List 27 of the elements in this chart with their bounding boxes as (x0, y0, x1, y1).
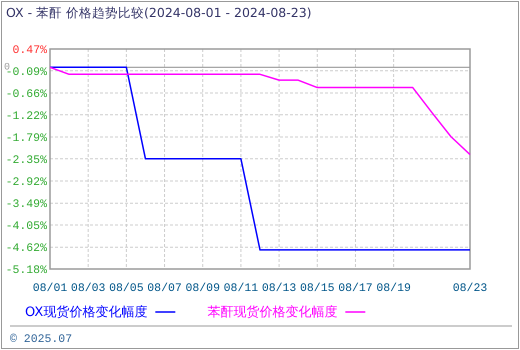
text: © 2025.07 (10, 333, 72, 346)
y-tick-label: -5.18% (6, 264, 48, 277)
x-tick-label: 08/03 (70, 282, 106, 295)
x-tick-label: 08/01 (32, 282, 68, 295)
y-tick-label: -3.49% (6, 198, 48, 212)
y-tick-label: -2.92% (6, 176, 48, 189)
y-tick-label: -4.05% (6, 220, 48, 233)
y-tick-label: -2.35% (6, 154, 48, 167)
x-tick-label: 08/07 (147, 282, 182, 295)
y-tick-label: -1.22% (6, 110, 48, 123)
x-tick-label: 08/09 (185, 282, 220, 295)
line-series (49, 66, 471, 156)
ref-line-label: 0 (4, 62, 10, 74)
x-tick-label: 08/19 (376, 282, 411, 295)
x-tick-label: 08/11 (224, 282, 258, 295)
x-tick-label: 08/17 (338, 282, 373, 295)
x-tick-label: 08/13 (262, 282, 296, 295)
y-tick-label: -1.79% (6, 132, 48, 145)
x-tick-label: 08/15 (300, 282, 335, 295)
chart-title: OX - 苯酐 价格趋势比较(2024-08-01 - 2024-08-23) (6, 5, 312, 20)
x-tick-label: 08/05 (109, 282, 144, 295)
y-tick-label: -0.66% (6, 88, 48, 101)
x-tick-label: 08/23 (452, 282, 488, 295)
legend-label: OX现货价格变化幅度 (25, 304, 148, 320)
y-tick-label: 0.47% (12, 44, 48, 57)
y-tick-label: -4.62% (6, 242, 48, 256)
legend-label: 苯酐现货价格变化幅度 (207, 304, 338, 320)
